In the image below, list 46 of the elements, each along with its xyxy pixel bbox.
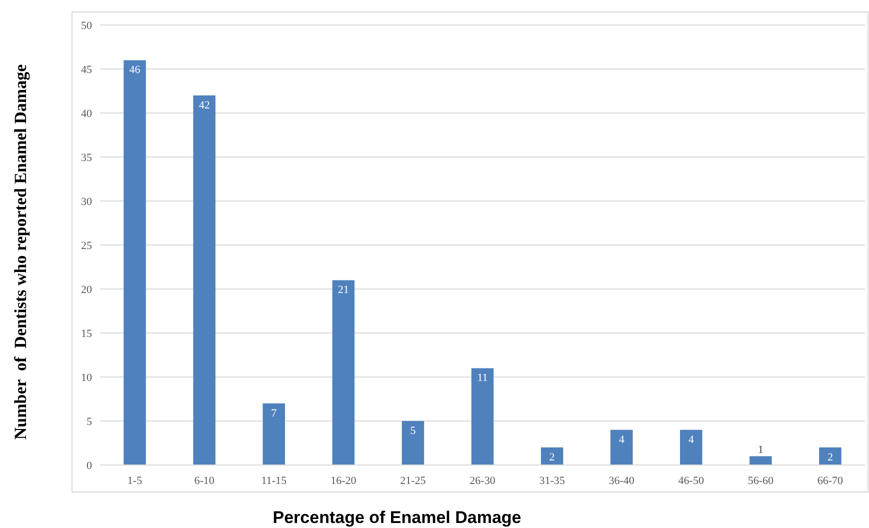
bar [471, 368, 494, 465]
y-tick-label: 40 [81, 108, 92, 120]
x-tick-label: 16-20 [330, 475, 357, 487]
bar [680, 430, 702, 465]
data-label: 1 [758, 444, 764, 456]
bar [402, 421, 424, 465]
bar [610, 430, 633, 465]
y-tick-label: 25 [81, 240, 92, 252]
x-tick-label: 31-35 [539, 475, 566, 487]
y-tick-label: 35 [81, 152, 92, 164]
bar [124, 60, 146, 465]
x-tick-label: 11-15 [261, 475, 287, 487]
x-tick-label: 36-40 [608, 475, 635, 487]
data-label: 46 [129, 64, 141, 76]
x-tick-label: 6-10 [194, 475, 215, 487]
x-tick-label: 1-5 [127, 475, 143, 487]
data-label: 2 [827, 451, 833, 464]
x-tick-label: 26-30 [470, 475, 496, 487]
data-label: 42 [198, 99, 210, 112]
x-axis-title: Percentage of Enamel Damage [272, 508, 522, 527]
y-tick-label: 30 [81, 196, 92, 208]
x-tick-label: 46-50 [678, 475, 704, 487]
data-label: 21 [338, 284, 349, 296]
y-tick-label: 45 [81, 64, 92, 76]
data-label: 5 [410, 425, 416, 437]
data-label: 4 [618, 434, 625, 446]
y-tick-label: 5 [86, 416, 92, 428]
bar [262, 403, 285, 465]
x-tick-label: 56-60 [748, 475, 774, 487]
bar [332, 280, 355, 465]
x-tick-label: 66-70 [817, 475, 844, 487]
bar [750, 456, 772, 465]
y-tick-label: 50 [81, 20, 92, 32]
bar [193, 95, 216, 465]
x-tick-label: 21-25 [400, 475, 426, 487]
y-tick-label: 0 [86, 460, 92, 472]
data-label: 4 [688, 434, 694, 446]
y-tick-label: 10 [81, 372, 92, 384]
data-label: 2 [549, 451, 555, 464]
bar [540, 447, 564, 465]
bar [819, 447, 842, 465]
y-tick-label: 20 [81, 284, 92, 296]
data-label: 7 [271, 407, 278, 420]
y-axis-title: Number of Dentists who reported Enamel Damage [11, 64, 30, 440]
data-label: 11 [477, 372, 488, 384]
y-tick-label: 15 [81, 328, 92, 340]
